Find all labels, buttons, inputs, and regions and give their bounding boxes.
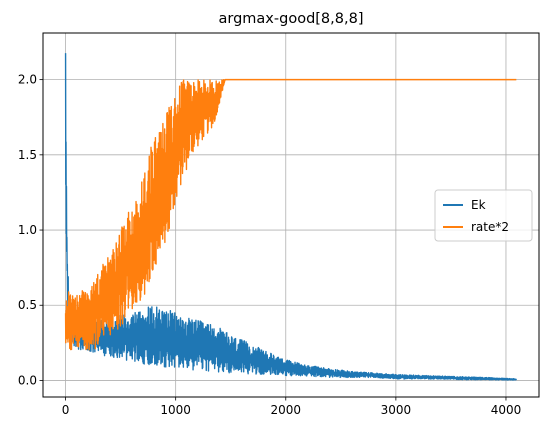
x-tick-label: 4000 bbox=[491, 403, 522, 417]
x-axis: 0 1000 2000 3000 4000 bbox=[62, 397, 521, 417]
legend-box bbox=[434, 189, 533, 242]
y-tick-label: 2.0 bbox=[18, 73, 37, 87]
x-tick-label: 1000 bbox=[160, 403, 191, 417]
x-tick-label: 3000 bbox=[381, 403, 412, 417]
y-tick-label: 0.0 bbox=[18, 373, 37, 387]
x-tick-label: 2000 bbox=[270, 403, 301, 417]
y-tick-label: 0.5 bbox=[18, 298, 37, 312]
y-tick-label: 1.0 bbox=[18, 223, 37, 237]
legend: Ek rate*2 bbox=[434, 189, 533, 242]
chart-title: argmax-good[8,8,8] bbox=[219, 11, 364, 27]
legend-label-ek: Ek bbox=[471, 198, 486, 212]
x-tick-label: 0 bbox=[62, 403, 70, 417]
series-line-ek bbox=[64, 53, 517, 381]
series-line-rate bbox=[64, 78, 517, 351]
plot-frame bbox=[42, 32, 540, 398]
series-layer bbox=[64, 53, 517, 381]
y-tick-label: 1.5 bbox=[18, 148, 37, 162]
y-axis: 0.0 0.5 1.0 1.5 2.0 bbox=[18, 73, 43, 387]
legend-label-rate: rate*2 bbox=[471, 220, 509, 234]
